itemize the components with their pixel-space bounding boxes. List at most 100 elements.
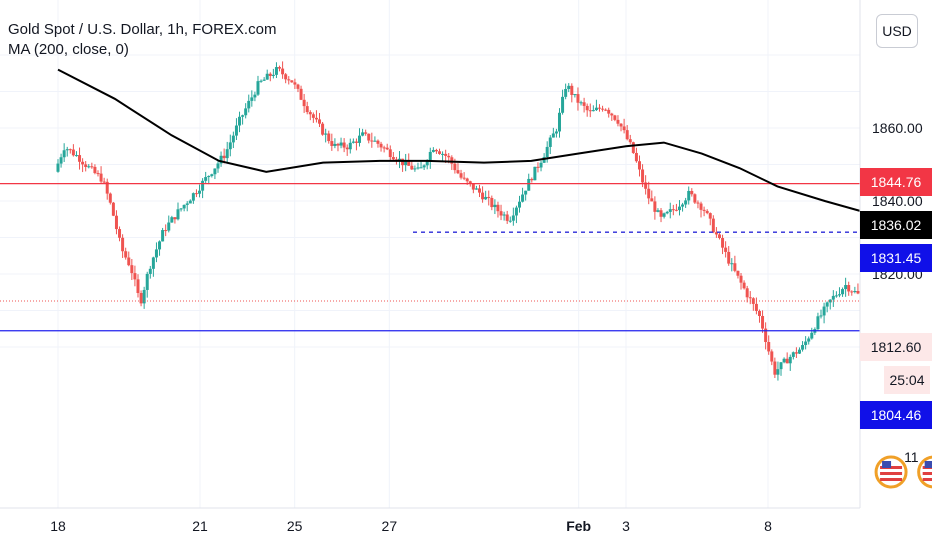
candle-down — [850, 291, 854, 293]
candle-down — [278, 67, 282, 69]
event-count: 11 — [904, 449, 919, 465]
candle-up — [782, 358, 786, 363]
indicator-label[interactable]: MA (200, close, 0) — [8, 41, 129, 58]
candle-up — [428, 151, 432, 162]
chart-legend: Gold Spot / U.S. Dollar, 1h, FOREX.com M… — [8, 20, 276, 60]
candle-down — [71, 149, 75, 156]
candle-up — [176, 209, 180, 220]
candle-up — [241, 115, 245, 117]
candle-down — [634, 152, 638, 162]
candle-down — [847, 285, 851, 292]
candle-up — [668, 209, 672, 212]
event-markers[interactable]: 112 — [874, 449, 932, 489]
candle-up — [521, 194, 525, 202]
candle-up — [87, 166, 91, 168]
candle-up — [502, 214, 506, 216]
candle-up — [228, 142, 232, 150]
candle-up — [213, 168, 217, 175]
candle-up — [791, 352, 795, 357]
candle-up — [158, 241, 162, 250]
candle-up — [148, 268, 152, 274]
candle-down — [499, 211, 503, 216]
candle-down — [742, 282, 746, 289]
candle-down — [284, 74, 288, 80]
candle-up — [179, 208, 183, 210]
candle-down — [659, 210, 663, 217]
candle-up — [807, 338, 811, 342]
candle-up — [216, 163, 220, 169]
candle-up — [167, 222, 171, 231]
candle-up — [776, 369, 780, 375]
candle-down — [281, 68, 285, 75]
candle-down — [364, 132, 368, 134]
candle-up — [142, 289, 146, 304]
candle-up — [191, 193, 195, 201]
candle-up — [259, 80, 263, 82]
candle-down — [619, 123, 623, 127]
candle-up — [573, 94, 577, 96]
candle-up — [413, 168, 417, 170]
price-tag-label: 25:04 — [889, 372, 924, 388]
candle-up — [539, 162, 543, 168]
candle-down — [613, 115, 617, 120]
candle-up — [274, 67, 278, 75]
candle-down — [321, 123, 325, 135]
candle-up — [56, 163, 60, 172]
candle-up — [198, 190, 202, 194]
time-axis[interactable]: 18 21 25 27 Feb 3 8 — [0, 507, 932, 550]
candle-up — [527, 178, 531, 191]
candle-down — [487, 196, 491, 198]
candle-down — [733, 263, 737, 271]
candle-down — [462, 177, 466, 179]
candle-up — [594, 107, 598, 111]
candle-up — [348, 142, 352, 150]
candle-up — [244, 108, 248, 116]
candle-up — [841, 289, 845, 295]
candle-up — [441, 153, 445, 155]
candle-down — [767, 342, 771, 352]
candle-down — [628, 139, 632, 143]
candle-down — [761, 315, 765, 329]
flag-canton — [924, 461, 932, 468]
symbol-title[interactable]: Gold Spot / U.S. Dollar, 1h, FOREX.com — [8, 21, 277, 38]
currency-button[interactable]: USD — [876, 14, 918, 48]
candle-down — [90, 166, 94, 168]
candle-down — [450, 157, 454, 164]
flag-stripe — [880, 472, 903, 475]
candle-down — [785, 358, 789, 364]
candle-down — [736, 270, 740, 276]
candle-down — [721, 238, 725, 248]
candle-down — [641, 169, 645, 183]
candle-down — [647, 188, 651, 199]
candle-down — [702, 209, 706, 211]
candle-up — [250, 97, 254, 101]
candle-down — [739, 275, 743, 283]
candle-up — [828, 299, 832, 303]
candle-down — [631, 142, 635, 153]
candle-up — [262, 79, 266, 81]
candle-up — [431, 149, 435, 152]
candle-down — [453, 163, 457, 171]
candle-down — [164, 230, 168, 232]
candle-down — [754, 303, 758, 311]
candle-down — [336, 143, 340, 146]
candle-up — [201, 180, 205, 191]
candle-down — [330, 141, 334, 146]
candle-down — [302, 99, 306, 107]
price-tag-label: 1831.45 — [871, 250, 922, 266]
candle-down — [505, 214, 509, 221]
candle-up — [256, 81, 260, 95]
candle-down — [318, 119, 322, 124]
candle-down — [705, 210, 709, 214]
candle-up — [548, 137, 552, 147]
candle-up — [161, 230, 165, 242]
candle-up — [779, 362, 783, 370]
candle-down — [597, 107, 601, 109]
candle-down — [102, 181, 106, 183]
candle-down — [717, 234, 721, 239]
candle-down — [296, 84, 300, 89]
candle-up — [207, 175, 211, 178]
candle-up — [219, 155, 223, 164]
candle-down — [708, 213, 712, 219]
